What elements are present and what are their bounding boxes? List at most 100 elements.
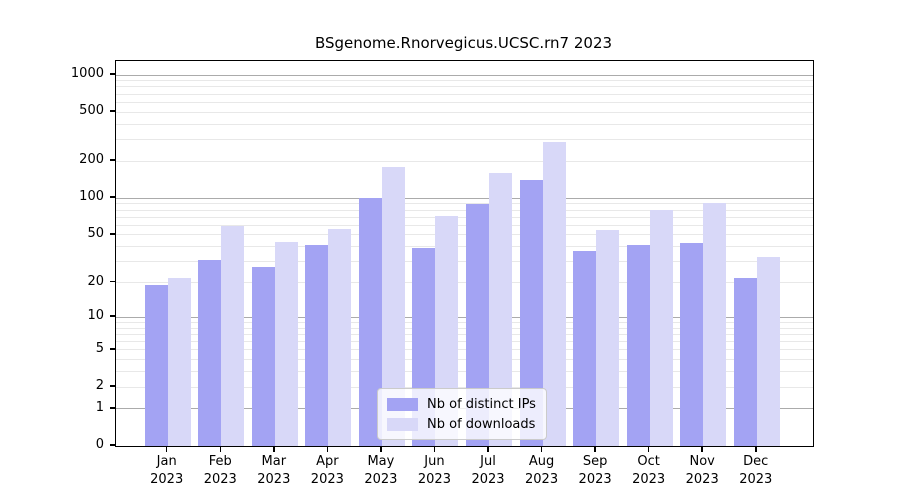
- bar-distinct-ips-may: [358, 198, 382, 446]
- minor-gridline-600: [116, 101, 813, 103]
- minor-gridline-700: [116, 93, 813, 95]
- minor-gridline-5: [116, 349, 813, 351]
- minor-gridline-200: [116, 160, 813, 162]
- legend-swatch-downloads: [387, 417, 418, 431]
- bar-distinct-ips-aug: [519, 179, 543, 446]
- x-tick-label-nov: Nov 2023: [685, 454, 719, 487]
- legend-item-downloads: Nb of downloads: [387, 414, 536, 434]
- x-tick-jan: [165, 446, 168, 452]
- legend: Nb of distinct IPs Nb of downloads: [377, 388, 547, 440]
- y-tick-20: [110, 280, 115, 283]
- bar-downloads-oct: [649, 210, 673, 446]
- y-tick-label-1: 1: [95, 399, 104, 415]
- y-tick-label-10: 10: [87, 308, 104, 324]
- y-tick-0: [110, 444, 115, 446]
- minor-gridline-20: [116, 282, 813, 284]
- y-tick-500: [110, 110, 115, 112]
- y-tick-1000: [110, 73, 115, 75]
- x-tick-label-jun: Jun 2023: [417, 454, 451, 487]
- x-tick-nov: [701, 446, 703, 452]
- bar-distinct-ips-sep: [573, 250, 597, 446]
- y-tick-200: [110, 159, 115, 161]
- bar-distinct-ips-oct: [626, 245, 650, 446]
- y-tick-label-500: 500: [79, 103, 104, 119]
- minor-gridline-80: [116, 209, 813, 211]
- bar-downloads-jul: [489, 172, 512, 446]
- x-tick-apr: [326, 446, 329, 452]
- bar-distinct-ips-jul: [466, 204, 489, 446]
- minor-gridline-50: [116, 234, 813, 236]
- x-tick-label-jul: Jul 2023: [471, 454, 505, 487]
- minor-gridline-8: [116, 327, 813, 329]
- minor-gridline-90: [116, 203, 813, 205]
- bar-downloads-jan: [167, 277, 191, 446]
- y-tick-label-20: 20: [87, 273, 104, 289]
- x-tick-label-apr: Apr 2023: [310, 454, 344, 487]
- x-tick-mar: [273, 446, 275, 452]
- minor-gridline-2: [116, 386, 813, 388]
- minor-gridline-6: [116, 341, 813, 343]
- minor-gridline-30: [116, 261, 813, 263]
- x-tick-sep: [594, 446, 596, 452]
- x-tick-label-oct: Oct 2023: [632, 454, 666, 487]
- minor-gridline-7: [116, 333, 813, 335]
- major-gridline-1000: [116, 74, 813, 76]
- minor-gridline-900: [116, 80, 813, 82]
- x-tick-label-feb: Feb 2023: [203, 454, 237, 487]
- bar-distinct-ips-feb: [198, 259, 222, 446]
- x-tick-dec: [755, 446, 757, 452]
- legend-swatch-distinct-ips: [387, 397, 418, 411]
- minor-gridline-500: [116, 111, 813, 113]
- bar-downloads-dec: [756, 256, 780, 446]
- y-tick-2: [110, 385, 115, 387]
- y-tick-5: [110, 348, 115, 350]
- x-tick-label-dec: Dec 2023: [739, 454, 773, 487]
- y-tick-label-2: 2: [95, 378, 104, 393]
- bar-downloads-may: [381, 167, 405, 446]
- legend-label-downloads: Nb of downloads: [427, 416, 536, 432]
- bar-distinct-ips-nov: [680, 242, 704, 446]
- x-tick-feb: [219, 446, 221, 452]
- y-tick-10: [110, 315, 115, 317]
- x-tick-jun: [433, 446, 436, 452]
- x-tick-may: [380, 446, 382, 452]
- y-tick-label-200: 200: [79, 152, 104, 168]
- x-tick-aug: [540, 446, 543, 452]
- bar-distinct-ips-apr: [305, 245, 329, 446]
- minor-gridline-3: [116, 371, 813, 373]
- minor-gridline-400: [116, 123, 813, 125]
- y-tick-label-0: 0: [95, 437, 104, 452]
- bar-distinct-ips-mar: [251, 267, 275, 446]
- major-gridline-10: [116, 316, 813, 318]
- x-tick-label-aug: Aug 2023: [525, 454, 559, 487]
- x-tick-label-sep: Sep 2023: [578, 454, 612, 487]
- x-tick-oct: [647, 446, 650, 452]
- minor-gridline-9: [116, 321, 813, 323]
- bar-downloads-sep: [596, 229, 620, 446]
- bar-distinct-ips-dec: [733, 277, 757, 446]
- x-tick-jul: [487, 446, 489, 452]
- y-tick-50: [110, 233, 115, 235]
- bar-downloads-aug: [542, 142, 566, 446]
- minor-gridline-40: [116, 246, 813, 248]
- y-tick-label-50: 50: [87, 225, 104, 241]
- y-tick-1: [110, 407, 115, 409]
- minor-gridline-800: [116, 86, 813, 88]
- y-tick-100: [110, 196, 115, 198]
- bar-downloads-nov: [703, 202, 727, 446]
- bar-downloads-feb: [221, 226, 245, 446]
- minor-gridline-300: [116, 139, 813, 141]
- x-tick-label-may: May 2023: [364, 454, 398, 487]
- minor-gridline-4: [116, 359, 813, 361]
- y-tick-label-100: 100: [79, 189, 104, 205]
- legend-item-distinct-ips: Nb of distinct IPs: [387, 394, 536, 414]
- x-tick-label-mar: Mar 2023: [257, 454, 291, 487]
- chart-title: BSgenome.Rnorvegicus.UCSC.rn7 2023: [314, 34, 613, 52]
- x-tick-label-jan: Jan 2023: [150, 454, 184, 487]
- y-tick-label-1000: 1000: [70, 65, 104, 81]
- y-tick-label-5: 5: [95, 340, 104, 356]
- bar-downloads-mar: [274, 241, 298, 446]
- bar-downloads-apr: [328, 228, 352, 446]
- major-gridline-100: [116, 197, 813, 199]
